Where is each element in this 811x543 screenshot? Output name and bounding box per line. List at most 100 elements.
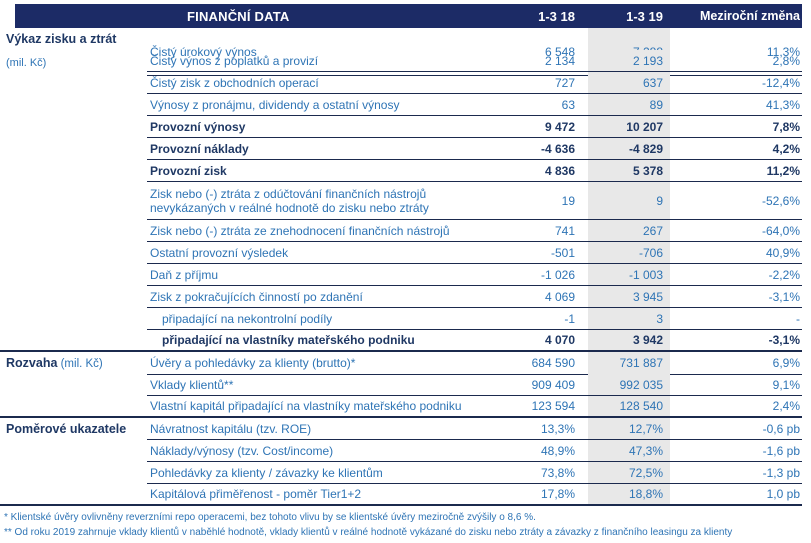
value-period-2: 47,3%	[588, 440, 670, 462]
section-label	[0, 264, 147, 286]
footnotes: * Klientské úvěry ovlivněny reverzními r…	[4, 510, 811, 540]
section-unit: (mil. Kč)	[6, 57, 47, 69]
section-label	[0, 308, 147, 330]
section-label	[0, 220, 147, 242]
table-row: Zisk nebo (-) ztráta ze znehodnocení fin…	[0, 220, 802, 242]
row-label: Čistý úrokový výnos	[147, 28, 455, 76]
section-label	[0, 160, 147, 182]
row-label: Ostatní provozní výsledek	[147, 242, 455, 264]
section-name: Poměrové ukazatele	[6, 422, 127, 436]
value-period-1: 13,3%	[455, 418, 588, 440]
table-title: FINANČNÍ DATA	[187, 8, 290, 24]
section-label: Rozvaha (mil. Kč)	[0, 352, 147, 375]
row-label: Zisk nebo (-) ztráta ze znehodnocení fin…	[147, 220, 455, 242]
section-label	[0, 286, 147, 308]
value-period-1: 2 134	[455, 50, 588, 72]
value-period-1: -501	[455, 242, 588, 264]
row-label: Provozní výnosy	[147, 116, 455, 138]
value-period-1: 684 590	[455, 352, 588, 375]
table-row: Výkaz zisku a ztrát (mil. Kč) Čistý úrokov…	[0, 28, 802, 76]
financial-table: Výkaz zisku a ztrát (mil. Kč) Čistý úrokov…	[0, 28, 802, 506]
value-period-1: 6 548	[455, 28, 588, 76]
row-label: Zisk nebo (-) ztráta z odúčtování finanč…	[147, 182, 455, 220]
value-period-2: 5 378	[588, 160, 670, 182]
column-header-period-2: 1-3 19	[626, 8, 663, 24]
table-row: Výnosy z pronájmu, dividendy a ostatní v…	[0, 94, 802, 116]
table-row: Zisk z pokračujících činností po zdanění…	[0, 286, 802, 308]
section-label	[0, 462, 147, 484]
value-change: -52,6%	[670, 182, 802, 220]
row-label: Návratnost kapitálu (tzv. ROE)	[147, 418, 455, 440]
value-change: -3,1%	[670, 330, 802, 352]
row-label: Čistý zisk z obchodních operací	[147, 72, 455, 94]
row-label: Úvěry a pohledávky za klienty (brutto)*	[147, 352, 455, 375]
value-period-1: -4 636	[455, 138, 588, 160]
row-label: Provozní náklady	[147, 138, 455, 160]
table-row: Vlastní kapitál připadající na vlastníky…	[0, 396, 802, 418]
table-row: připadající na nekontrolní podíly -1 3-	[0, 308, 802, 330]
section-label	[0, 484, 147, 506]
section-label	[0, 72, 147, 94]
value-change: -1,3 pb	[670, 462, 802, 484]
value-period-1: 17,8%	[455, 484, 588, 506]
table-row: Pohledávky za klienty / závazky ke klien…	[0, 462, 802, 484]
section-label	[0, 242, 147, 264]
footnote-2: ** Od roku 2019 zahrnuje vklady klientů …	[4, 527, 733, 538]
section-label	[0, 182, 147, 220]
table-row: Ostatní provozní výsledek -501 -706 40,9%	[0, 242, 802, 264]
value-period-1: 63	[455, 94, 588, 116]
table-row: Daň z příjmu -1 026 -1 003 -2,2%	[0, 264, 802, 286]
value-change: -12,4%	[670, 72, 802, 94]
value-period-1: 48,9%	[455, 440, 588, 462]
value-change: -64,0%	[670, 220, 802, 242]
section-label	[0, 374, 147, 396]
table-row: Vklady klientů** 909 409 992 035 9,1%	[0, 374, 802, 396]
value-period-2: 18,8%	[588, 484, 670, 506]
section-label	[0, 50, 147, 72]
table-row: Zisk nebo (-) ztráta z odúčtování finanč…	[0, 182, 802, 220]
value-period-2: 267	[588, 220, 670, 242]
value-period-2: 3 942	[588, 330, 670, 352]
value-period-1: 4 836	[455, 160, 588, 182]
value-change: 6,9%	[670, 352, 802, 375]
section-label	[0, 396, 147, 418]
column-header-change: Meziroční změna	[699, 9, 800, 23]
row-label: Daň z příjmu	[147, 264, 455, 286]
value-change: 9,1%	[670, 374, 802, 396]
table-row: Čistý výnos z poplatků a provizí 2 134 2 1…	[0, 50, 802, 72]
section-label	[0, 94, 147, 116]
column-header-period-1: 1-3 18	[538, 8, 575, 24]
value-change: 41,3%	[670, 94, 802, 116]
value-change: 1,0 pb	[670, 484, 802, 506]
value-change: 40,9%	[670, 242, 802, 264]
row-label: Provozní zisk	[147, 160, 455, 182]
value-change: 2,4%	[670, 396, 802, 418]
table-row: Poměrové ukazatele Návratnost kapitálu (t…	[0, 418, 802, 440]
value-period-1: 4 069	[455, 286, 588, 308]
value-period-1: 909 409	[455, 374, 588, 396]
header-spacer	[15, 4, 147, 28]
row-label: Čistý výnos z poplatků a provizí	[147, 50, 455, 72]
value-period-1: 9 472	[455, 116, 588, 138]
value-change: -0,6 pb	[670, 418, 802, 440]
value-period-2: 3 945	[588, 286, 670, 308]
value-period-1: 741	[455, 220, 588, 242]
value-period-1: 73,8%	[455, 462, 588, 484]
value-change: 2,8%	[670, 50, 802, 72]
value-period-2: 72,5%	[588, 462, 670, 484]
value-change: -2,2%	[670, 264, 802, 286]
table-row: Provozní výnosy 9 472 10 207 7,8%	[0, 116, 802, 138]
row-label: Vklady klientů**	[147, 374, 455, 396]
table-row: Kapitálová přiměřenost - poměr Tier1+2 17…	[0, 484, 802, 506]
table-row: Provozní náklady -4 636 -4 829 4,2%	[0, 138, 802, 160]
section-label	[0, 330, 147, 352]
value-period-2: -4 829	[588, 138, 670, 160]
section-label	[0, 138, 147, 160]
row-label: Zisk z pokračujících činností po zdanění	[147, 286, 455, 308]
value-change: 11,3%	[670, 28, 802, 76]
row-label: Náklady/výnosy (tzv. Cost/income)	[147, 440, 455, 462]
table-row: Rozvaha (mil. Kč) Úvěry a pohledávky za k…	[0, 352, 802, 375]
section-label	[0, 440, 147, 462]
value-change: -	[670, 308, 802, 330]
value-change: 4,2%	[670, 138, 802, 160]
